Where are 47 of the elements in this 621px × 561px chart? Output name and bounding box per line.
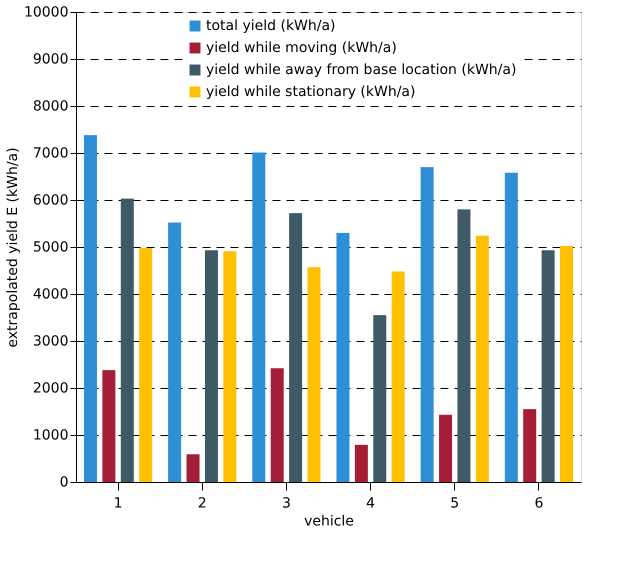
x-tick-label: 1 xyxy=(114,496,123,512)
bar xyxy=(392,271,405,482)
bar xyxy=(542,250,555,482)
y-tick-label: 3000 xyxy=(32,334,68,350)
x-tick-label: 3 xyxy=(282,496,291,512)
x-tick-label: 2 xyxy=(198,496,207,512)
y-tick-label: 4000 xyxy=(32,286,68,302)
legend-label: yield while stationary (kWh/a) xyxy=(206,84,416,100)
bar xyxy=(102,370,116,482)
bar xyxy=(84,135,97,482)
bar xyxy=(289,213,302,482)
y-tick-label: 5000 xyxy=(32,240,68,256)
bar xyxy=(252,152,266,482)
y-tick-label: 10000 xyxy=(24,4,68,20)
legend-label: yield while moving (kWh/a) xyxy=(206,40,397,56)
bar xyxy=(420,167,434,482)
x-tick-label: 4 xyxy=(366,496,376,512)
y-tick-label: 0 xyxy=(60,474,68,490)
bar xyxy=(186,454,200,482)
x-axis-title: vehicle xyxy=(304,514,354,530)
bar xyxy=(336,232,350,482)
y-tick-label: 8000 xyxy=(32,98,68,114)
y-tick-label: 6000 xyxy=(32,192,68,208)
bar xyxy=(354,444,368,482)
bar xyxy=(504,172,518,482)
bar xyxy=(373,315,386,482)
y-tick-label: 2000 xyxy=(32,380,68,396)
bar xyxy=(308,267,321,482)
y-axis-title: extrapolated yield E (kWh/a) xyxy=(4,147,21,348)
y-tick-label: 9000 xyxy=(32,52,68,68)
x-tick-label: 5 xyxy=(450,496,460,512)
bar xyxy=(120,198,134,482)
bar xyxy=(168,222,182,482)
bar xyxy=(560,246,574,482)
bar xyxy=(523,409,536,482)
bar xyxy=(223,251,236,482)
y-tick-label: 1000 xyxy=(32,428,68,444)
bar xyxy=(139,248,152,482)
legend-label: total yield (kWh/a) xyxy=(206,18,336,34)
bar xyxy=(457,209,470,482)
legend-label: yield while away from base location (kWh/a) xyxy=(206,62,516,78)
x-tick-label: 6 xyxy=(534,496,544,512)
bar xyxy=(270,368,284,482)
bar xyxy=(204,250,218,482)
y-tick-label: 7000 xyxy=(32,146,68,162)
bar xyxy=(439,414,452,482)
bar xyxy=(476,236,489,482)
